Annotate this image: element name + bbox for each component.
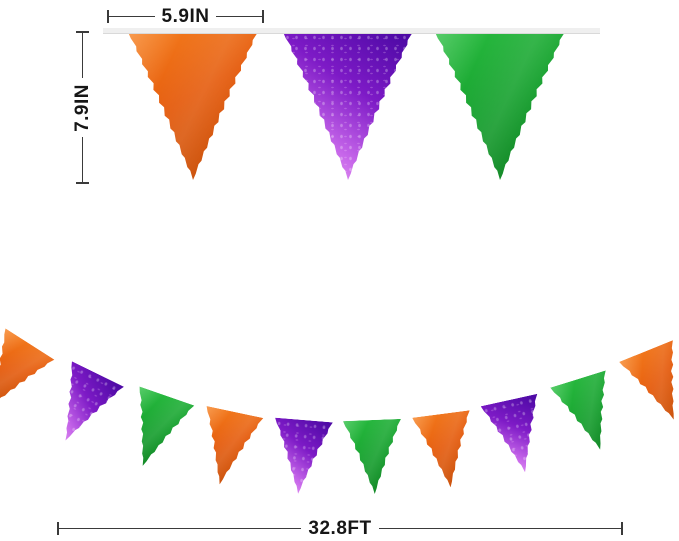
foil-sheen — [128, 32, 258, 180]
dimension-line — [59, 527, 302, 529]
pennant-flag-orange — [619, 340, 679, 430]
foil-sheen — [192, 406, 264, 490]
dimension-line — [81, 33, 83, 78]
pennant-flag-orange — [128, 32, 258, 180]
dimension-tick — [75, 182, 89, 185]
pennant-flag-purple — [269, 417, 333, 495]
pennant-flag-purple — [283, 32, 413, 180]
pennant-flag-purple — [40, 361, 125, 453]
dimension-line — [216, 15, 263, 17]
glitter-texture — [269, 417, 333, 495]
pennant-flag-green — [550, 371, 627, 459]
pennant-flag-purple — [481, 394, 554, 479]
dimension-line — [81, 137, 83, 183]
foil-sheen — [343, 419, 404, 495]
length-dimension: 32.8FT — [57, 516, 624, 540]
glitter-texture — [481, 394, 554, 479]
foil-sheen — [619, 340, 679, 430]
foil-sheen — [412, 410, 479, 491]
dimension-tick — [57, 521, 59, 535]
pennant-flag-green — [435, 32, 565, 180]
width-dimension: 5.9IN — [107, 4, 265, 28]
pennant-flag-orange — [412, 410, 479, 491]
hanging-ribbon — [103, 28, 600, 34]
foil-sheen — [550, 371, 627, 459]
dimension-tick — [107, 9, 109, 23]
pennant-flag-green — [343, 419, 404, 495]
dimension-line — [109, 15, 155, 17]
glitter-texture — [40, 361, 125, 453]
dimension-tick — [75, 31, 89, 33]
flag-height-label: 7.9IN — [71, 83, 93, 132]
dimension-tick — [621, 521, 624, 535]
pennant-flag-orange — [192, 406, 264, 490]
banner-length-label: 32.8FT — [308, 517, 372, 539]
foil-sheen — [435, 32, 565, 180]
foil-sheen — [0, 329, 54, 423]
glitter-texture — [283, 32, 413, 180]
dimension-line — [378, 527, 622, 529]
pennant-flag-orange — [0, 329, 54, 423]
foil-sheen — [115, 387, 194, 476]
dimension-tick — [262, 9, 265, 23]
pennant-flag-green — [115, 387, 194, 476]
height-dimension: 7.9IN — [69, 31, 95, 185]
flag-width-label: 5.9IN — [161, 5, 210, 27]
